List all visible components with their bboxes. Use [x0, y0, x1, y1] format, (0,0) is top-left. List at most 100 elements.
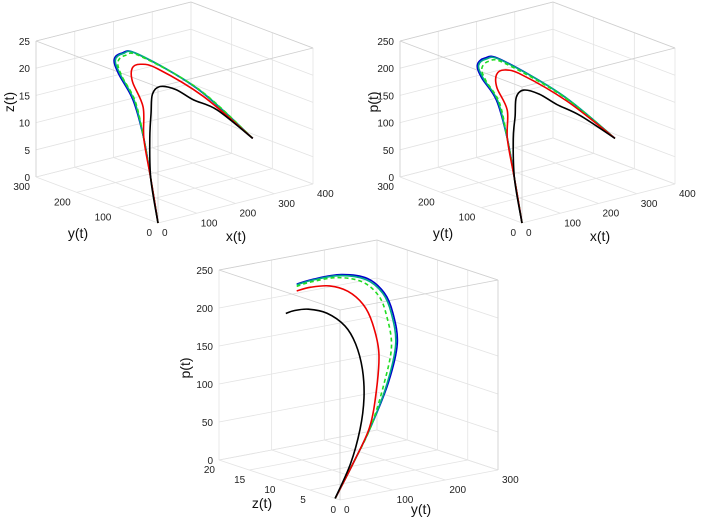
x-tick-label: 400 [317, 189, 334, 200]
grid-line [521, 183, 676, 224]
grid-line [117, 168, 273, 209]
box-edge [190, 1, 314, 49]
grid-line [481, 168, 635, 209]
grid-line [309, 459, 468, 491]
grid-line [476, 157, 599, 204]
grid-line [190, 137, 314, 185]
grid-line [190, 56, 314, 103]
z-tick-label: 10 [19, 119, 31, 130]
x-tick-label: 100 [564, 218, 581, 229]
y-tick-label: 0 [146, 228, 152, 239]
box-edge [376, 239, 499, 281]
x-tick-label: 0 [330, 505, 336, 516]
grid-line [376, 429, 499, 471]
z-tick-label: 25 [19, 37, 31, 48]
series-line-2 [477, 56, 616, 224]
box-edge [35, 40, 159, 88]
grid-line [279, 449, 438, 481]
y-tick-label: 100 [95, 213, 112, 224]
grid-line [324, 439, 446, 481]
grid-line [514, 147, 637, 195]
box-edge [552, 1, 676, 49]
series-line-1 [296, 273, 399, 499]
grid-line [376, 353, 499, 395]
y-tick-label: 100 [397, 495, 414, 506]
z-tick-label: 0 [388, 173, 394, 184]
box-edge [35, 1, 192, 42]
box-edge [339, 279, 499, 311]
box-edge [399, 1, 554, 42]
grid-line [399, 137, 554, 178]
y-tick-label: 0 [344, 505, 350, 516]
grid-line [552, 137, 676, 185]
grid-line [218, 429, 378, 461]
grid-line [376, 391, 499, 433]
x-tick-label: 300 [641, 199, 658, 210]
grid-line [190, 83, 314, 130]
y-axis-label: y(t) [68, 225, 88, 241]
grid-line [399, 176, 523, 224]
grid-line [399, 56, 554, 96]
grid-line [271, 449, 393, 491]
y-tick-label: 300 [13, 182, 30, 193]
y-tick-label: 200 [54, 197, 71, 208]
grid-line [552, 56, 676, 103]
grid-line [218, 353, 378, 385]
grid-line [376, 315, 499, 357]
y-tick-label: 200 [418, 197, 435, 208]
grid-line [399, 28, 554, 69]
z-tick-label: 200 [377, 64, 394, 75]
y-tick-label: 300 [502, 475, 519, 486]
grid-line [152, 147, 275, 195]
plot-zyp: 051015200100200300050100150200250p(t)z(t… [177, 239, 519, 517]
box-edge [521, 47, 676, 88]
z-tick-label: 150 [377, 91, 394, 102]
box-edge [218, 269, 341, 311]
grid-line [35, 110, 192, 151]
grid-line [440, 152, 594, 193]
z-tick-label: 250 [196, 266, 213, 277]
grid-line [249, 439, 408, 471]
series-line-4 [130, 63, 254, 224]
grid-line [76, 152, 232, 193]
x-tick-label: 0 [162, 228, 168, 239]
y-tick-label: 100 [459, 213, 476, 224]
z-tick-label: 250 [377, 37, 394, 48]
box-edge [399, 40, 523, 88]
plot-xyz: 010020030040001002003000510152025z(t)x(t… [1, 1, 334, 244]
grid-line [552, 83, 676, 130]
z-tick-label: 200 [196, 304, 213, 315]
box-edge [218, 239, 378, 271]
grid-line [74, 166, 197, 214]
series-line-3 [480, 58, 616, 224]
z-tick-label: 150 [196, 342, 213, 353]
grid-line [35, 56, 192, 96]
z-tick-label: 100 [377, 119, 394, 130]
series-line-5 [148, 85, 254, 224]
z-axis-label: p(t) [177, 358, 193, 379]
grid-line [218, 277, 378, 309]
x-tick-label: 200 [603, 209, 620, 220]
x-tick-label: 10 [264, 485, 276, 496]
plot-xyp: 01002003004000100200300050100150200250p(… [365, 1, 696, 244]
z-tick-label: 20 [19, 64, 31, 75]
grid-line [35, 137, 192, 178]
x-tick-label: 20 [204, 465, 216, 476]
grid-line [113, 157, 236, 204]
y-tick-label: 0 [510, 228, 516, 239]
x-tick-label: 5 [300, 495, 306, 506]
grid-line [399, 110, 554, 151]
grid-line [376, 277, 499, 319]
series-line-4 [494, 69, 616, 224]
z-axis-label: z(t) [1, 92, 17, 112]
box-edge [157, 47, 314, 88]
x-tick-label: 300 [278, 199, 295, 210]
series-line-5 [285, 308, 365, 499]
z-axis-label: p(t) [365, 92, 381, 113]
grid-line [190, 28, 314, 76]
series-line-3 [116, 52, 254, 224]
grid-line [552, 110, 676, 158]
grid-line [218, 391, 378, 423]
z-tick-label: 5 [24, 146, 30, 157]
